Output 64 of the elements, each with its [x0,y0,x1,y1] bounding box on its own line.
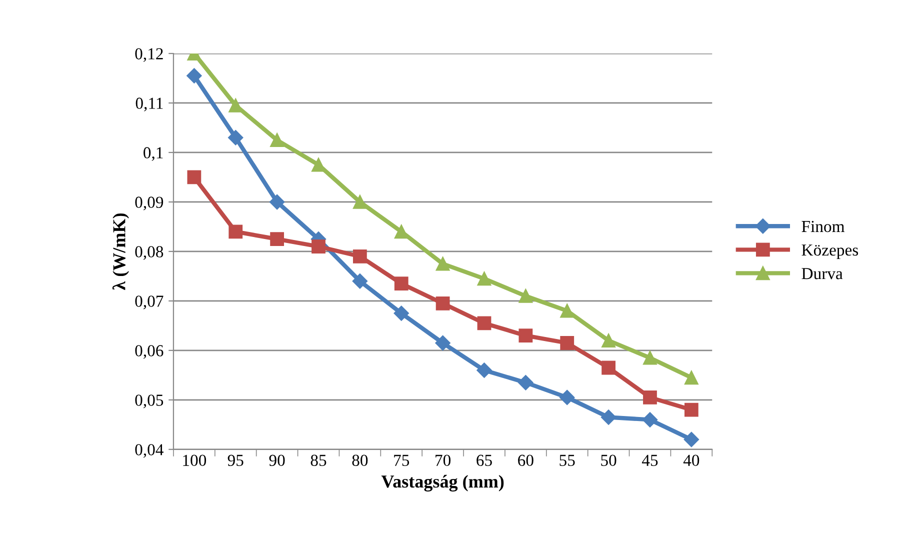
y-tick-label: 0,09 [135,196,164,210]
x-tick-label: 85 [310,454,326,466]
point [602,334,616,348]
y-tick-label: 0,11 [136,98,163,112]
point [602,360,616,375]
point [352,195,367,209]
point [684,402,698,417]
point [312,158,326,172]
x-tick-label: 75 [394,454,410,466]
legend-label: Közepes [802,244,858,260]
point [643,350,657,365]
y-tick-label: 0,05 [135,394,164,408]
point [518,375,534,390]
y-tick-label: 0,12 [135,48,163,62]
point [684,432,699,448]
point [352,249,367,264]
point [436,256,450,271]
x-tick-label: 65 [476,454,492,466]
point [684,370,698,385]
y-tick-label: 0,04 [135,444,164,458]
point [436,296,450,310]
x-tick-label: 40 [683,454,700,466]
point [394,224,408,239]
x-tick-label: 80 [352,454,368,466]
y-tick-label: 0,1 [144,147,163,161]
point [228,130,244,146]
point [600,410,616,425]
x-tick-label: 100 [183,454,206,466]
legend-label: Finom [802,220,845,232]
point [518,328,533,343]
point [394,276,408,291]
point [312,240,326,254]
point [476,362,492,378]
point [642,412,658,428]
point [477,272,492,286]
y-tick-label: 0,07 [135,296,164,310]
point [186,68,202,84]
point [187,170,202,184]
x-tick-label: 60 [518,454,534,466]
point [228,98,243,112]
legend-label: Durva [802,268,843,280]
point [270,232,284,246]
point [518,289,533,303]
y-axis-title: λ (W/mK) [112,213,130,290]
x-tick-label: 55 [560,454,575,466]
point [560,304,574,318]
point [643,390,657,404]
x-tick-label: 45 [642,454,658,466]
x-tick-label: 95 [228,454,244,466]
x-tick-label: 90 [269,454,285,466]
point [228,224,243,239]
point [560,336,574,350]
point [394,306,409,321]
x-tick-label: 50 [601,454,616,466]
point [270,133,284,148]
x-axis-title: Vastagság (mm) [381,474,504,492]
x-tick-label: 70 [436,454,451,466]
y-tick-label: 0,06 [135,345,164,359]
point [269,194,285,210]
point [352,274,368,289]
point [560,390,575,406]
point [435,335,450,351]
y-tick-label: 0,08 [135,246,164,260]
point [477,316,492,330]
